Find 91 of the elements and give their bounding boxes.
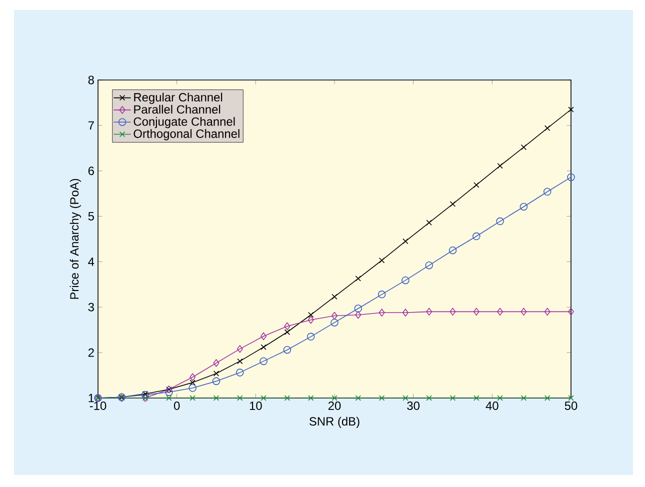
point [355, 395, 362, 401]
point [568, 106, 574, 112]
point [190, 380, 196, 386]
point [260, 344, 266, 350]
y-tick-label: 7 [88, 121, 94, 130]
point [544, 395, 550, 401]
point [331, 312, 338, 320]
point [260, 332, 267, 340]
point [402, 276, 410, 284]
point [190, 395, 196, 401]
point [236, 368, 244, 376]
x-tick-label: 20 [328, 402, 341, 410]
point [260, 395, 266, 401]
point [378, 395, 385, 401]
x-tick-label: 10 [250, 402, 262, 410]
point [213, 395, 220, 401]
point [188, 384, 196, 392]
point [497, 308, 504, 316]
y-tick-label: 6 [88, 166, 94, 176]
point [450, 308, 456, 316]
legend-label: Regular Channel [134, 92, 222, 104]
point [474, 395, 480, 401]
point [283, 346, 292, 354]
x-tick-label: 40 [486, 402, 498, 410]
legend-label: Orthogonal Channel [134, 129, 240, 140]
point [544, 308, 550, 316]
point [354, 304, 362, 312]
point [544, 125, 550, 132]
point [378, 290, 386, 298]
point [190, 373, 196, 381]
point [474, 182, 480, 188]
y-tick-label: 8 [88, 76, 94, 84]
point [213, 370, 220, 376]
point [426, 395, 432, 401]
point [355, 310, 362, 319]
point [330, 318, 338, 326]
y-tick-label: 4 [88, 258, 94, 266]
point [568, 308, 574, 316]
point [472, 232, 480, 240]
point [426, 308, 432, 316]
point [165, 388, 173, 396]
point [236, 345, 243, 353]
point [308, 395, 314, 401]
point [426, 220, 432, 226]
point [450, 395, 456, 401]
point [284, 395, 290, 401]
point [567, 173, 575, 182]
legend-label: Parallel Channel [134, 104, 220, 114]
point [520, 395, 527, 401]
point [166, 395, 172, 401]
y-tick-label: 5 [88, 212, 94, 220]
point [425, 261, 433, 270]
x-tick-label: -10 [90, 402, 106, 410]
point [237, 395, 243, 401]
point [355, 276, 362, 282]
y-axis-title: Price of Anarchy (PoA) [70, 178, 81, 299]
point [402, 238, 408, 244]
point [496, 217, 504, 226]
point [402, 395, 408, 401]
point [306, 332, 315, 341]
x-tick-label: 0 [174, 402, 180, 410]
point [520, 144, 527, 150]
point [497, 162, 503, 169]
point [568, 395, 574, 401]
point [332, 395, 338, 401]
point [448, 246, 457, 254]
point [237, 358, 243, 364]
point [520, 308, 527, 316]
point [402, 308, 408, 316]
y-tick-label: 3 [88, 302, 94, 312]
point [378, 257, 385, 264]
point [520, 202, 528, 211]
point [284, 322, 290, 330]
point [378, 308, 385, 316]
point [450, 201, 456, 207]
point [497, 395, 503, 401]
point [260, 357, 268, 366]
point [212, 377, 220, 386]
x-tick-label: 50 [564, 402, 578, 410]
x-tick-label: 30 [407, 402, 420, 410]
point [543, 188, 552, 196]
point [213, 359, 220, 367]
legend-label: Conjugate Channel [134, 117, 235, 128]
point [308, 316, 314, 324]
y-tick-label: 1 [88, 394, 94, 402]
point [473, 308, 480, 316]
point [284, 329, 290, 335]
x-axis-title: SNR (dB) [309, 416, 360, 428]
point [308, 312, 314, 318]
point [332, 294, 338, 300]
y-tick-label: 2 [88, 348, 94, 357]
